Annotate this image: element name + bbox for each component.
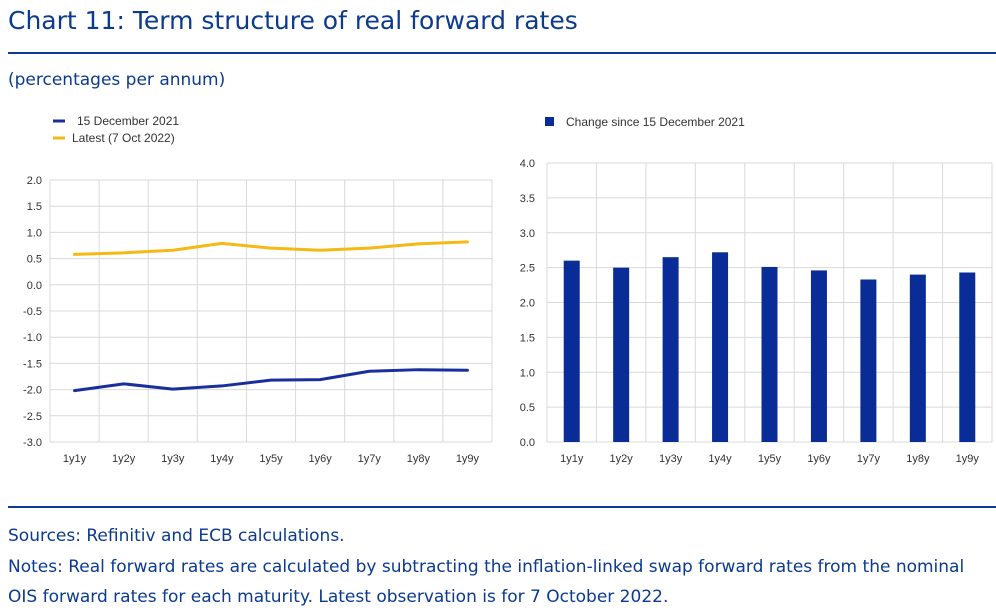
x-tick-label: 1y6y [807,453,831,465]
bar [810,270,827,442]
y-tick-label: 2.5 [520,263,535,275]
bar [909,274,926,442]
x-tick-label: 1y9y [456,453,480,465]
bar [712,252,729,442]
legend-swatch-bar [545,117,554,126]
x-tick-label: 1y3y [161,453,185,465]
y-tick-label: 2.0 [27,175,42,187]
sources-note: Sources: Refinitiv and ECB calculations. [8,526,345,546]
x-tick-label: 1y7y [857,453,881,465]
bar [860,279,877,442]
title-divider [8,52,996,54]
bar [761,266,778,442]
y-tick-label: 1.5 [27,201,42,213]
notes-line-1: Notes: Real forward rates are calculated… [8,557,965,577]
right-legend: Change since 15 December 2021 [545,115,745,129]
x-tick-label: 1y8y [407,453,431,465]
y-tick-label: -2.0 [23,385,42,397]
x-tick-label: 1y5y [758,453,782,465]
x-tick-label: 1y2y [112,453,136,465]
y-tick-label: 2.0 [520,298,535,310]
legend-label-line-1: 15 December 2021 [77,114,179,128]
bar [662,257,679,442]
y-tick-label: -2.5 [23,411,42,423]
y-tick-label: 1.0 [520,367,535,379]
chart-title: Chart 11: Term structure of real forward… [8,6,578,35]
y-tick-label: 3.5 [520,193,535,205]
y-tick-label: 3.0 [520,228,535,240]
x-tick-label: 1y1y [63,453,87,465]
x-tick-label: 1y5y [259,453,283,465]
x-tick-label: 1y8y [906,453,930,465]
x-tick-label: 1y2y [610,453,634,465]
y-tick-label: 4.0 [520,158,535,170]
y-tick-label: 0.5 [520,402,535,414]
y-tick-label: 0.5 [27,254,42,266]
footer-divider [8,506,996,508]
y-tick-label: -0.5 [23,306,42,318]
x-tick-label: 1y6y [308,453,332,465]
y-tick-label: 0.0 [520,437,535,449]
left-line-chart: 2.0 1.5 1.0 0.5 0.0 -0.5 -1.0 -1.5 -2.0 -2.5 -3.0 1… [23,175,493,465]
y-tick-label: -1.5 [23,358,42,370]
right-bar-chart: 4.0 3.5 3.0 2.5 2.0 1.5 1.0 0.5 0.0 1y1y 1y2y 1y3y 1… [520,158,993,465]
notes-line-2: OIS forward rates for each maturity. Lat… [8,587,669,607]
bar [613,267,630,442]
x-tick-label: 1y7y [358,453,382,465]
y-tick-label: 1.0 [27,227,42,239]
y-tick-label: -1.0 [23,332,42,344]
y-tick-label: 1.5 [520,332,535,344]
bar [959,272,976,442]
legend-label-bar: Change since 15 December 2021 [566,115,745,129]
y-tick-label: 0.0 [27,280,42,292]
x-tick-label: 1y9y [956,453,980,465]
charts-area: 15 December 2021 Latest (7 Oct 2022) Cha… [23,114,993,465]
x-tick-label: 1y4y [708,453,732,465]
left-legend: 15 December 2021 Latest (7 Oct 2022) [53,114,179,145]
y-tick-label: -3.0 [23,437,42,449]
bar [563,260,580,442]
x-tick-label: 1y3y [659,453,683,465]
x-tick-label: 1y4y [210,453,234,465]
x-tick-label: 1y1y [560,453,584,465]
legend-label-line-2: Latest (7 Oct 2022) [72,131,175,145]
chart-subtitle: (percentages per annum) [8,70,226,90]
